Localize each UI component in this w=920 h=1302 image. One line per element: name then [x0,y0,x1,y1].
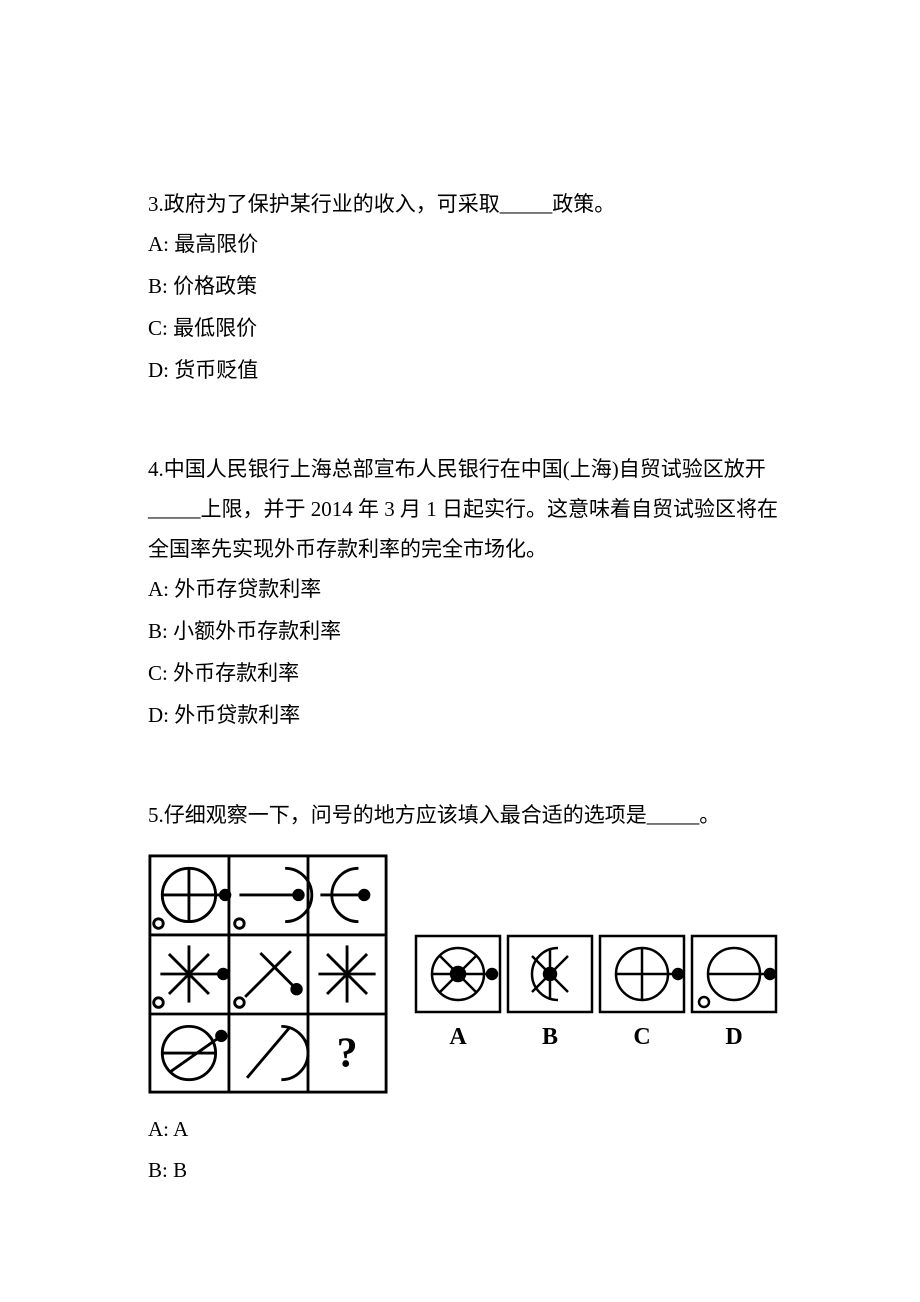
q5-option-b: B: B [148,1151,780,1193]
q3-stem: 3.政府为了保护某行业的收入，可采取_____政策。 [148,185,780,225]
page: 3.政府为了保护某行业的收入，可采取_____政策。 A: 最高限价 B: 价格… [0,0,920,1291]
q3-option-a: A: 最高限价 [148,225,780,267]
q5-opt-label-c: C [633,1024,650,1050]
q5-opt-label-b: B [542,1024,558,1050]
q5-stem: 5.仔细观察一下，问号的地方应该填入最合适的选项是_____。 [148,796,780,836]
question-4: 4.中国人民银行上海总部宣布人民银行在中国(上海)自贸试验区放开_____上限，… [148,450,780,737]
q5-option-a: A: A [148,1110,780,1152]
q4-stem: 4.中国人民银行上海总部宣布人民银行在中国(上海)自贸试验区放开_____上限，… [148,450,780,570]
q4-option-c: C: 外币存款利率 [148,654,780,696]
question-3: 3.政府为了保护某行业的收入，可采取_____政策。 A: 最高限价 B: 价格… [148,185,780,392]
question-5: 5.仔细观察一下，问号的地方应该填入最合适的选项是_____。 [148,796,780,1194]
q5-options-figure: A B C D [412,848,780,1056]
q3-option-c: C: 最低限价 [148,309,780,351]
q5-opt-label-a: A [449,1024,467,1050]
svg-text:?: ? [337,1030,358,1076]
q4-option-a: A: 外币存贷款利率 [148,570,780,612]
q4-option-b: B: 小额外币存款利率 [148,612,780,654]
q5-grid-figure: ? [148,848,388,1100]
q3-option-b: B: 价格政策 [148,267,780,309]
q5-figures: ? [148,848,780,1100]
q3-option-d: D: 货币贬值 [148,351,780,393]
q5-opt-label-d: D [725,1024,742,1050]
q4-option-d: D: 外币贷款利率 [148,696,780,738]
